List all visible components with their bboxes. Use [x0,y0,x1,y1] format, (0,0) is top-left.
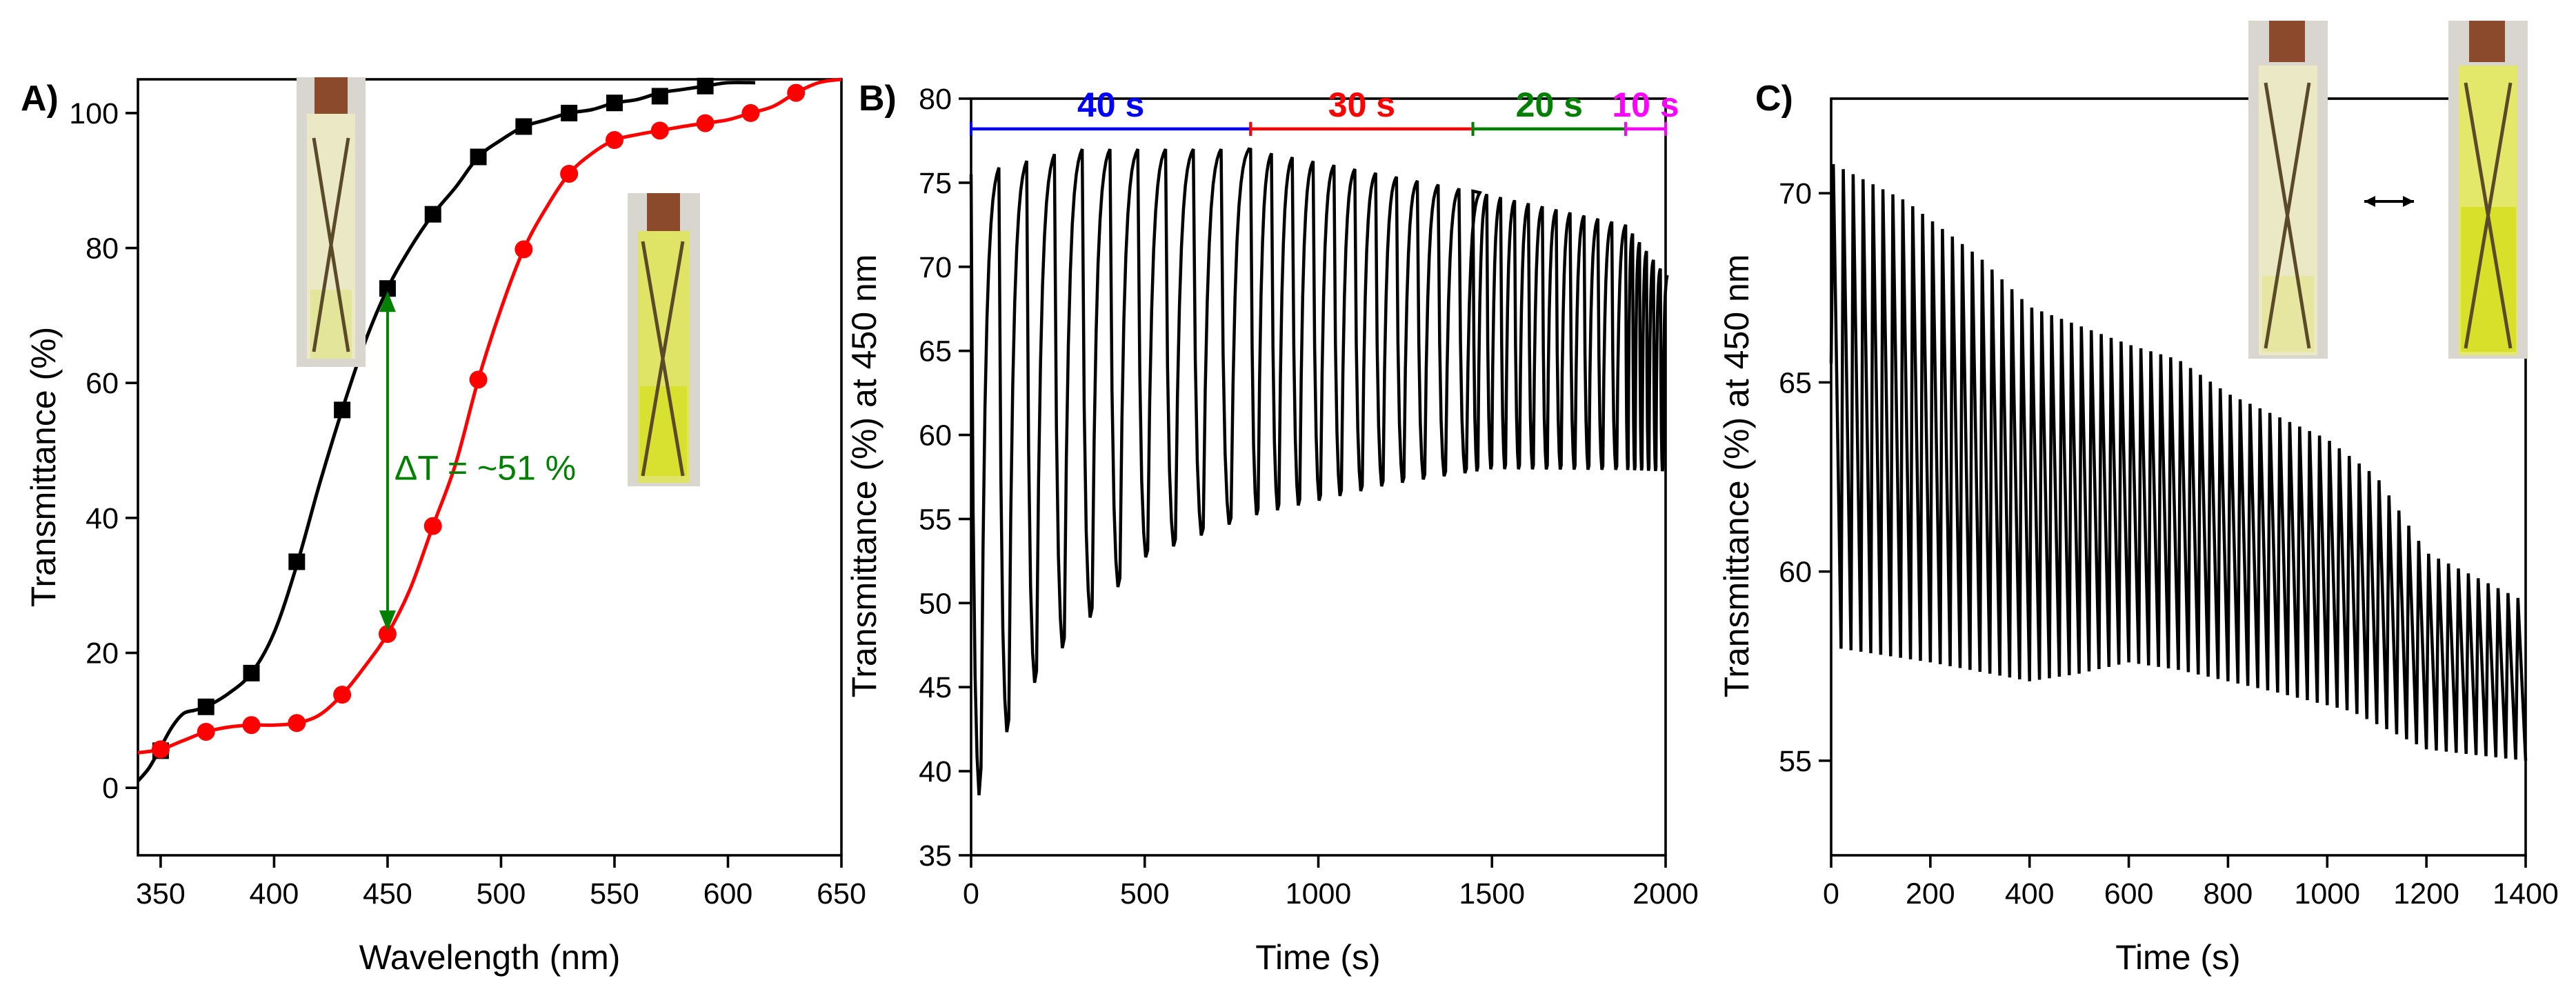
panel-a-xtick-label: 650 [817,877,866,910]
delta-t-annotation: ΔT = ~51 % [395,449,576,488]
panel-a-ytick-label: 80 [86,232,119,266]
segment-label-magenta: 10 s [1612,86,1679,124]
segment-label-blue: 40 s [1077,86,1144,124]
series-black-marker [424,206,441,223]
panel-a-ylabel: Transmittance (%) [24,327,63,608]
panel-c-transmittance-trace [1829,163,2528,761]
panel-b-label: B) [859,79,897,119]
cuvette-photo-red [628,193,700,486]
series-black-marker [334,401,351,419]
panel-a-label: A) [21,79,59,119]
series-red-marker [741,103,760,122]
panel-a-ytick-label: 20 [86,637,119,670]
panel-b-xlabel: Time (s) [1255,938,1380,977]
series-red-marker [605,131,623,150]
panel-a-ytick-label: 100 [69,97,119,130]
panel-c-xtick-label: 0 [1823,877,1839,910]
panel-a-xlabel: Wavelength (nm) [359,938,621,977]
panel-c-xtick-label: 600 [2104,877,2154,910]
series-red-marker [151,740,170,759]
panel-b-xtick-label: 2000 [1633,877,1699,910]
panel-a-xtick-label: 600 [703,877,753,910]
series-red-marker [696,114,715,132]
panel-b-xtick-label: 0 [963,877,979,910]
cuvette-photo-colored [2448,21,2528,359]
series-red-marker [288,714,306,733]
panel-b-xtick-label: 500 [1120,877,1170,910]
series-black-marker [651,88,668,105]
panel-b-ylabel: Transmittance (%) at 450 nm [845,255,883,698]
series-black-marker [470,148,487,166]
series-black-marker [697,77,714,94]
panel-c-ytick-label: 60 [1779,556,1812,589]
panel-b-ytick-label: 60 [919,419,952,452]
panel-b-ytick-label: 65 [919,335,952,368]
series-black-marker [197,698,214,715]
panel-b: B) Time (s) Transmittance (%) at 450 nm … [845,79,1699,977]
panel-b-ytick-label: 50 [919,587,952,620]
panel-a-ytick-label: 0 [102,772,119,805]
panel-a-xtick-label: 350 [136,877,186,910]
panel-b-ytick-label: 75 [919,167,952,200]
panel-a-ytick-label: 60 [86,367,119,400]
panel-c-xtick-label: 200 [1906,877,1955,910]
panel-c-ytick-label: 65 [1779,366,1812,399]
panel-c-ytick-label: 55 [1779,745,1812,778]
panel-b-ytick-label: 35 [919,839,952,873]
arrow-down-icon [379,610,396,632]
panel-b-ytick-label: 80 [919,83,952,116]
series-black-marker [288,553,306,570]
segment-label-green: 20 s [1516,86,1583,124]
panel-b-ytick-label: 55 [919,503,952,536]
panel-c-ytick-label: 70 [1779,177,1812,210]
series-red-marker [560,164,579,183]
series-red-marker [333,686,352,704]
panel-c-xtick-label: 1400 [2493,877,2559,910]
panel-c-xtick-label: 1000 [2294,877,2360,910]
panel-c-xtick-label: 400 [2005,877,2055,910]
series-red-marker [242,716,261,735]
segment-label-red: 30 s [1328,86,1395,124]
series-red-marker [787,83,806,102]
panel-b-transmittance-trace [969,147,1669,796]
cuvette-photo-black [297,77,366,367]
panel-a-ytick-label: 40 [86,502,119,535]
panel-c-xtick-label: 1200 [2393,877,2459,910]
panel-a: A) Wavelength (nm) Transmittance (%) 350… [21,77,866,977]
panel-a-xtick-label: 550 [590,877,639,910]
series-black-marker [561,104,578,121]
panel-c-ylabel: Transmittance (%) at 450 nm [1717,255,1756,698]
series-black-marker [515,118,532,135]
series-red-marker [423,517,442,535]
series-red-curve [137,77,842,755]
series-red-marker [469,370,488,389]
panel-b-xtick-label: 1500 [1459,877,1525,910]
panel-a-xtick-label: 400 [250,877,299,910]
cuvette-photo-bleached [2248,21,2328,359]
arrow-up-icon [379,291,396,312]
panel-a-xtick-label: 450 [363,877,412,910]
double-arrow-icon [2364,196,2414,207]
panel-c-label: C) [1755,79,1793,119]
panel-b-xtick-label: 1000 [1286,877,1352,910]
series-red-marker [650,121,669,140]
series-black-marker [606,94,623,112]
panel-a-xtick-label: 500 [477,877,526,910]
panel-c-xtick-label: 800 [2204,877,2253,910]
series-red-marker [378,625,397,644]
panel-b-ytick-label: 45 [919,671,952,704]
series-red-marker [515,240,533,259]
series-red-marker [197,722,215,741]
series-black-marker [243,664,260,681]
panel-b-ytick-label: 40 [919,755,952,788]
panel-c: C) Time (s) Transmittance (%) at 450 nm … [1717,21,2559,977]
panel-c-xlabel: Time (s) [2115,938,2240,977]
panel-b-ytick-label: 70 [919,251,952,284]
